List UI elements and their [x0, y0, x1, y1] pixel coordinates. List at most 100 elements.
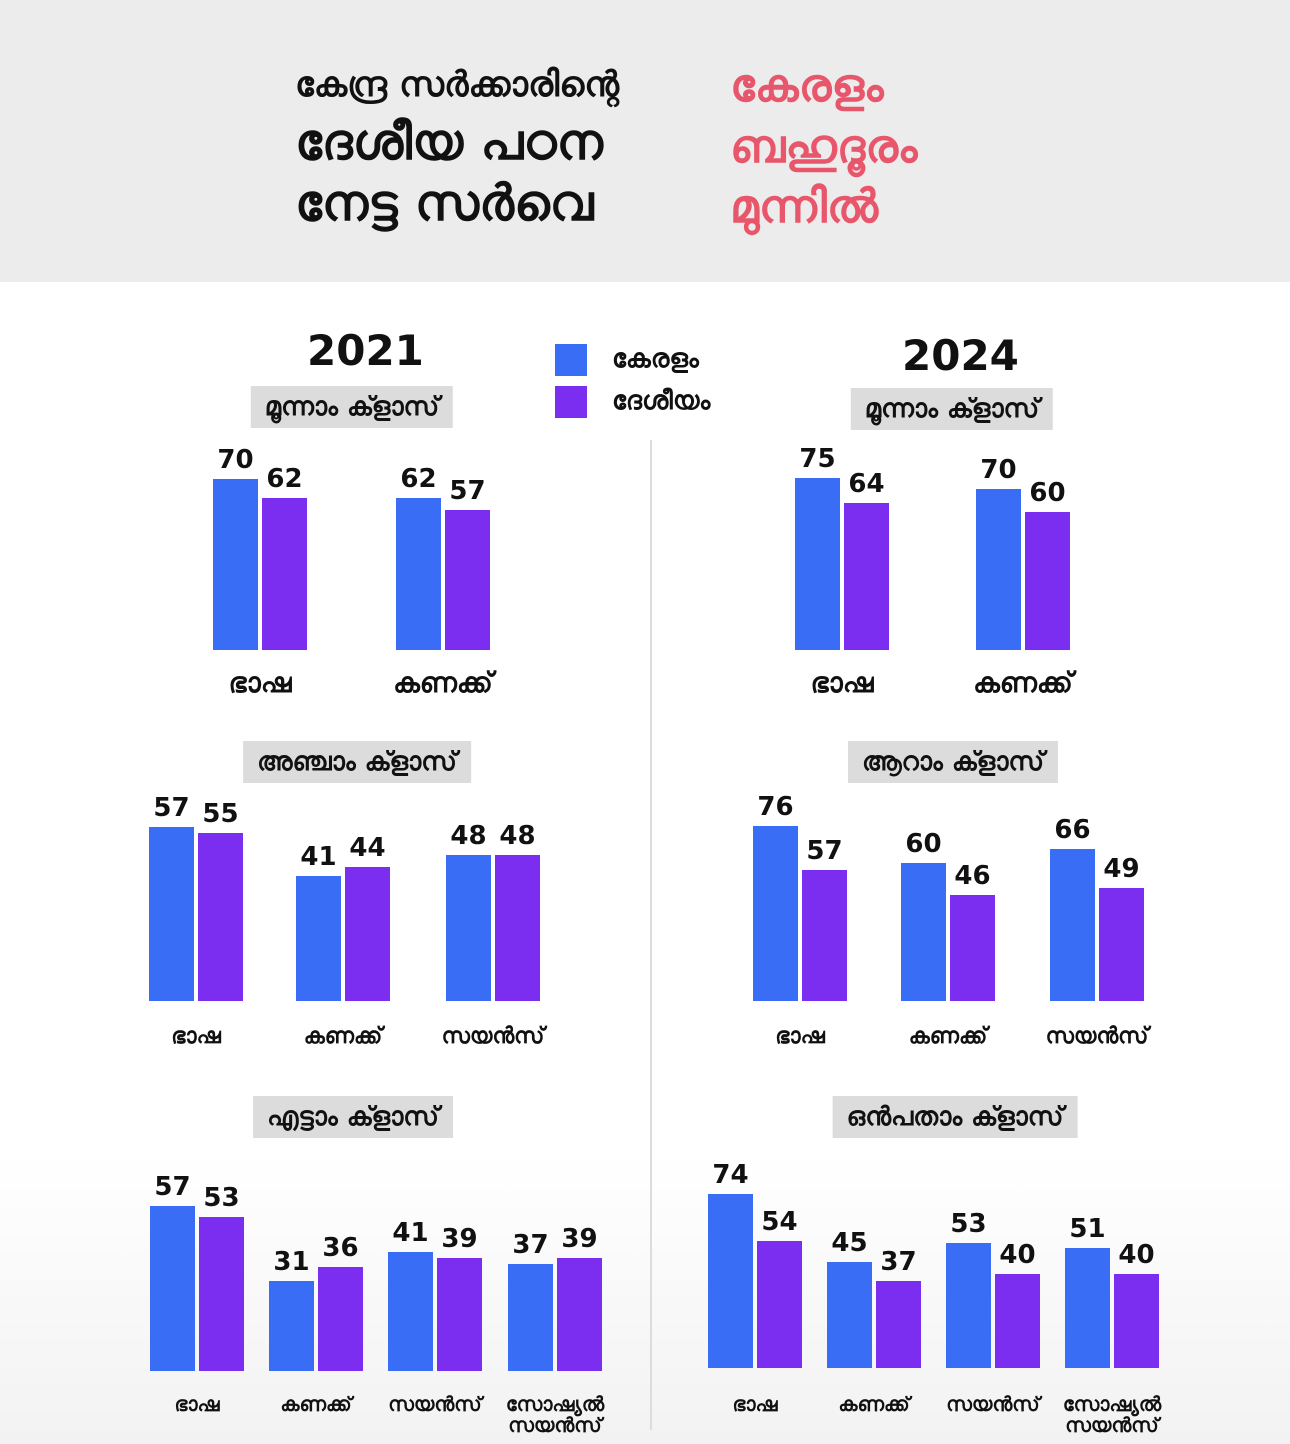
highlight-line-1: കേരളം	[730, 58, 884, 112]
bar-kerala	[708, 1194, 753, 1368]
data-label: 70	[980, 455, 1017, 485]
data-label: 51	[1069, 1214, 1106, 1245]
data-label: 45	[831, 1228, 868, 1259]
legend-swatch-kerala	[555, 344, 587, 376]
subject-label: ഭാഷ	[810, 666, 874, 699]
bar-kerala	[753, 826, 798, 1001]
bar-national	[557, 1257, 602, 1371]
legend-label-national: ദേശീയം	[612, 386, 711, 416]
bar-national	[495, 854, 540, 1001]
data-label: 40	[1118, 1240, 1155, 1270]
subject-label: ഭാഷ	[228, 666, 292, 699]
bar-national	[1099, 888, 1144, 1001]
subject-label: കണക്ക്	[838, 1392, 910, 1416]
class-label: മൂന്നാം ക്ളാസ്	[250, 386, 454, 428]
data-label: 39	[561, 1223, 598, 1254]
subject-label: കണക്ക്	[280, 1392, 352, 1416]
data-label: 31	[273, 1247, 310, 1278]
year-label-2021: 2021	[307, 326, 424, 375]
bar-kerala	[396, 498, 441, 650]
data-label: 57	[154, 1171, 191, 1202]
column-divider	[650, 440, 652, 1430]
data-label: 48	[499, 820, 536, 851]
subject-label: കണക്ക്	[908, 1024, 988, 1049]
data-label: 40	[999, 1240, 1036, 1270]
data-label: 37	[880, 1247, 917, 1278]
subject-label: സോഷ്യൽ സയൻസ്	[1062, 1392, 1162, 1437]
bar-kerala	[901, 863, 946, 1001]
subject-label: ഭാഷ	[171, 1024, 221, 1049]
bar-kerala	[1050, 849, 1095, 1001]
bar-kerala	[296, 875, 341, 1001]
bar-kerala	[446, 854, 491, 1001]
bar-kerala	[388, 1252, 433, 1371]
data-label: 60	[1029, 478, 1066, 508]
bar-national	[876, 1281, 921, 1368]
highlight-line-3: മുന്നിൽ	[730, 179, 879, 233]
bar-national	[757, 1241, 802, 1368]
data-label: 74	[712, 1160, 749, 1191]
subject-label: സോഷ്യൽ സയൻസ്	[505, 1392, 605, 1437]
data-label: 64	[848, 468, 885, 499]
bar-national	[1114, 1274, 1159, 1368]
bar-national	[198, 833, 243, 1001]
subject-label: ഭാഷ	[174, 1392, 220, 1416]
year-label-2024: 2024	[902, 331, 1019, 380]
bar-national	[345, 866, 390, 1001]
bar-kerala	[269, 1281, 314, 1371]
class-label: എട്ടാം ക്ളാസ്	[253, 1096, 453, 1138]
data-label: 41	[392, 1218, 429, 1249]
highlight-line-2: ബഹുദൂരം	[730, 119, 918, 173]
subject-label: ഭാഷ	[732, 1392, 778, 1416]
bar-kerala	[1065, 1248, 1110, 1368]
bar-national	[802, 869, 847, 1001]
subject-label: കണക്ക്	[303, 1024, 383, 1049]
data-label: 46	[954, 861, 991, 892]
headline-line-1: കേന്ദ്ര സർക്കാരിന്റെ	[295, 65, 620, 105]
bar-national	[445, 510, 490, 650]
bar-kerala	[213, 478, 258, 650]
subject-label: സയൻസ്	[1045, 1024, 1149, 1049]
subject-label: കണക്ക്	[973, 666, 1073, 699]
data-label: 62	[266, 464, 303, 495]
bar-national	[318, 1266, 363, 1371]
data-label: 53	[203, 1183, 240, 1214]
data-label: 76	[757, 792, 794, 823]
headline-line-2: ദേശീയ പഠന	[295, 113, 603, 171]
bar-kerala	[795, 477, 840, 650]
data-label: 57	[153, 793, 190, 824]
data-label: 66	[1054, 815, 1091, 846]
subject-label: ഭാഷ	[775, 1024, 825, 1049]
data-label: 49	[1103, 854, 1140, 885]
data-label: 57	[806, 835, 843, 866]
class-label: അഞ്ചാം ക്ളാസ്	[243, 741, 471, 783]
data-label: 44	[349, 832, 386, 863]
legend-label-kerala: കേരളം	[612, 344, 699, 374]
bar-kerala	[508, 1263, 553, 1371]
data-label: 41	[300, 841, 337, 872]
data-label: 60	[905, 829, 942, 859]
subject-label: സയൻസ്	[441, 1024, 545, 1049]
bar-kerala	[149, 827, 194, 1001]
bar-national	[844, 502, 889, 650]
data-label: 55	[202, 799, 239, 830]
data-label: 37	[512, 1229, 549, 1260]
legend-swatch-national	[555, 386, 587, 418]
data-label: 70	[217, 444, 254, 475]
bar-national	[995, 1274, 1040, 1368]
bar-national	[262, 498, 307, 650]
data-label: 54	[761, 1207, 798, 1238]
bar-kerala	[946, 1243, 991, 1368]
bar-kerala	[976, 489, 1021, 650]
data-label: 57	[449, 476, 486, 507]
data-label: 36	[322, 1232, 359, 1263]
class-label: ആറാം ക്ളാസ്	[847, 741, 1059, 783]
bar-national	[1025, 512, 1070, 650]
bar-national	[437, 1257, 482, 1371]
data-label: 53	[950, 1209, 987, 1240]
data-label: 62	[400, 464, 437, 495]
class-label: ഒൻപതാം ക്ളാസ്	[832, 1096, 1078, 1138]
header-banner: കേന്ദ്ര സർക്കാരിന്റെ ദേശീയ പഠന നേട്ട സർവ…	[0, 0, 1290, 282]
data-label: 75	[799, 443, 836, 474]
subject-label: സയൻസ്	[388, 1392, 482, 1416]
